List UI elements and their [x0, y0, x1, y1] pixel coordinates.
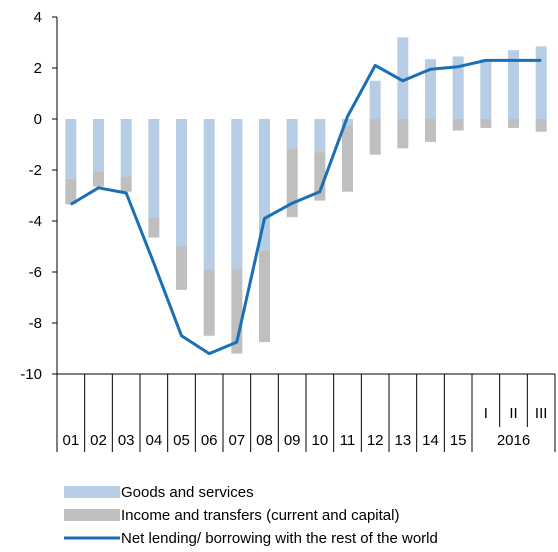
bar-goods-and-services [342, 119, 353, 126]
legend-label: Goods and services [121, 484, 254, 501]
x-tick-label: 03 [118, 432, 135, 449]
y-tick-label: -8 [29, 315, 42, 332]
bar-income-and-transfers [93, 171, 104, 187]
legend-swatch [64, 486, 120, 498]
bar-goods-and-services [231, 119, 243, 270]
bar-income-and-transfers [259, 250, 270, 343]
y-tick-label: 4 [34, 9, 42, 26]
bar-goods-and-services [452, 56, 464, 119]
bar-goods-and-services [65, 119, 77, 179]
legend-label: Net lending/ borrowing with the rest of … [121, 530, 438, 547]
legend: Goods and services Income and transfers (… [64, 484, 438, 547]
x-tick-label: 08 [256, 432, 273, 449]
y-tick-label: -2 [29, 162, 42, 179]
bar-income-and-transfers [369, 119, 381, 155]
x-tick-label: II [509, 405, 517, 422]
x-tick-label: 05 [173, 432, 190, 449]
bar-goods-and-services [397, 37, 409, 119]
bar-goods-and-services [425, 59, 436, 119]
x-tick-label: 13 [394, 432, 411, 449]
bar-goods-and-services [93, 119, 104, 172]
x-tick-label: III [535, 405, 548, 422]
legend-label: Income and transfers (current and capita… [121, 507, 399, 524]
bar-income-and-transfers [508, 119, 519, 128]
bar-income-and-transfers [397, 119, 409, 149]
x-tick-label: 10 [311, 432, 328, 449]
x-tick-label: 12 [367, 432, 384, 449]
bar-income-and-transfers [452, 119, 464, 131]
y-tick-label: 0 [34, 111, 42, 128]
x-tick-label: 06 [201, 432, 218, 449]
x-tick-label: 11 [340, 432, 356, 449]
axes-layer: 4 2 0 -2 -4 -6 -8 -10 01 02 03 04 05 06 07 08 09 10 11 12 13… [20, 9, 556, 452]
bar-goods-and-services [535, 46, 547, 120]
series-line-net-lending [70, 58, 542, 356]
y-tick-label: -4 [29, 213, 42, 230]
y-tick-label: -10 [20, 366, 42, 383]
bar-income-and-transfers [480, 119, 492, 128]
bar-goods-and-services [259, 119, 270, 251]
bar-income-and-transfers [342, 125, 353, 192]
x-tick-label: 09 [284, 432, 301, 449]
x-tick-label: I [484, 405, 488, 422]
bar-income-and-transfers [535, 119, 547, 132]
bars-layer [65, 37, 547, 354]
bar-income-and-transfers [176, 246, 187, 290]
bar-income-and-transfers [120, 176, 132, 192]
x-tick-label: 14 [422, 432, 439, 449]
x-tick-label: 01 [62, 432, 79, 449]
x-group-label: 2016 [497, 432, 530, 449]
y-tick-label: -6 [29, 264, 42, 281]
bar-income-and-transfers [425, 119, 436, 142]
x-tick-label: 07 [228, 432, 245, 449]
bar-goods-and-services [314, 119, 326, 153]
bar-income-and-transfers [231, 269, 243, 354]
bar-income-and-transfers [148, 217, 160, 238]
bar-goods-and-services [203, 119, 215, 270]
y-tick-label: 2 [34, 60, 42, 77]
x-tick-label: 04 [145, 432, 162, 449]
bar-goods-and-services [286, 119, 298, 149]
bar-income-and-transfers [286, 148, 298, 218]
bar-income-and-transfers [65, 178, 77, 205]
bar-goods-and-services [508, 50, 519, 119]
x-tick-label: 15 [450, 432, 467, 449]
legend-swatch [64, 509, 120, 521]
bar-goods-and-services [369, 80, 381, 119]
bar-income-and-transfers [203, 269, 215, 336]
bar-goods-and-services [120, 119, 132, 177]
bar-goods-and-services [480, 59, 492, 119]
bar-goods-and-services [176, 119, 187, 247]
bar-goods-and-services [148, 119, 160, 218]
line-layer [70, 58, 542, 356]
bar-income-and-transfers [314, 152, 326, 201]
x-tick-label: 02 [90, 432, 107, 449]
